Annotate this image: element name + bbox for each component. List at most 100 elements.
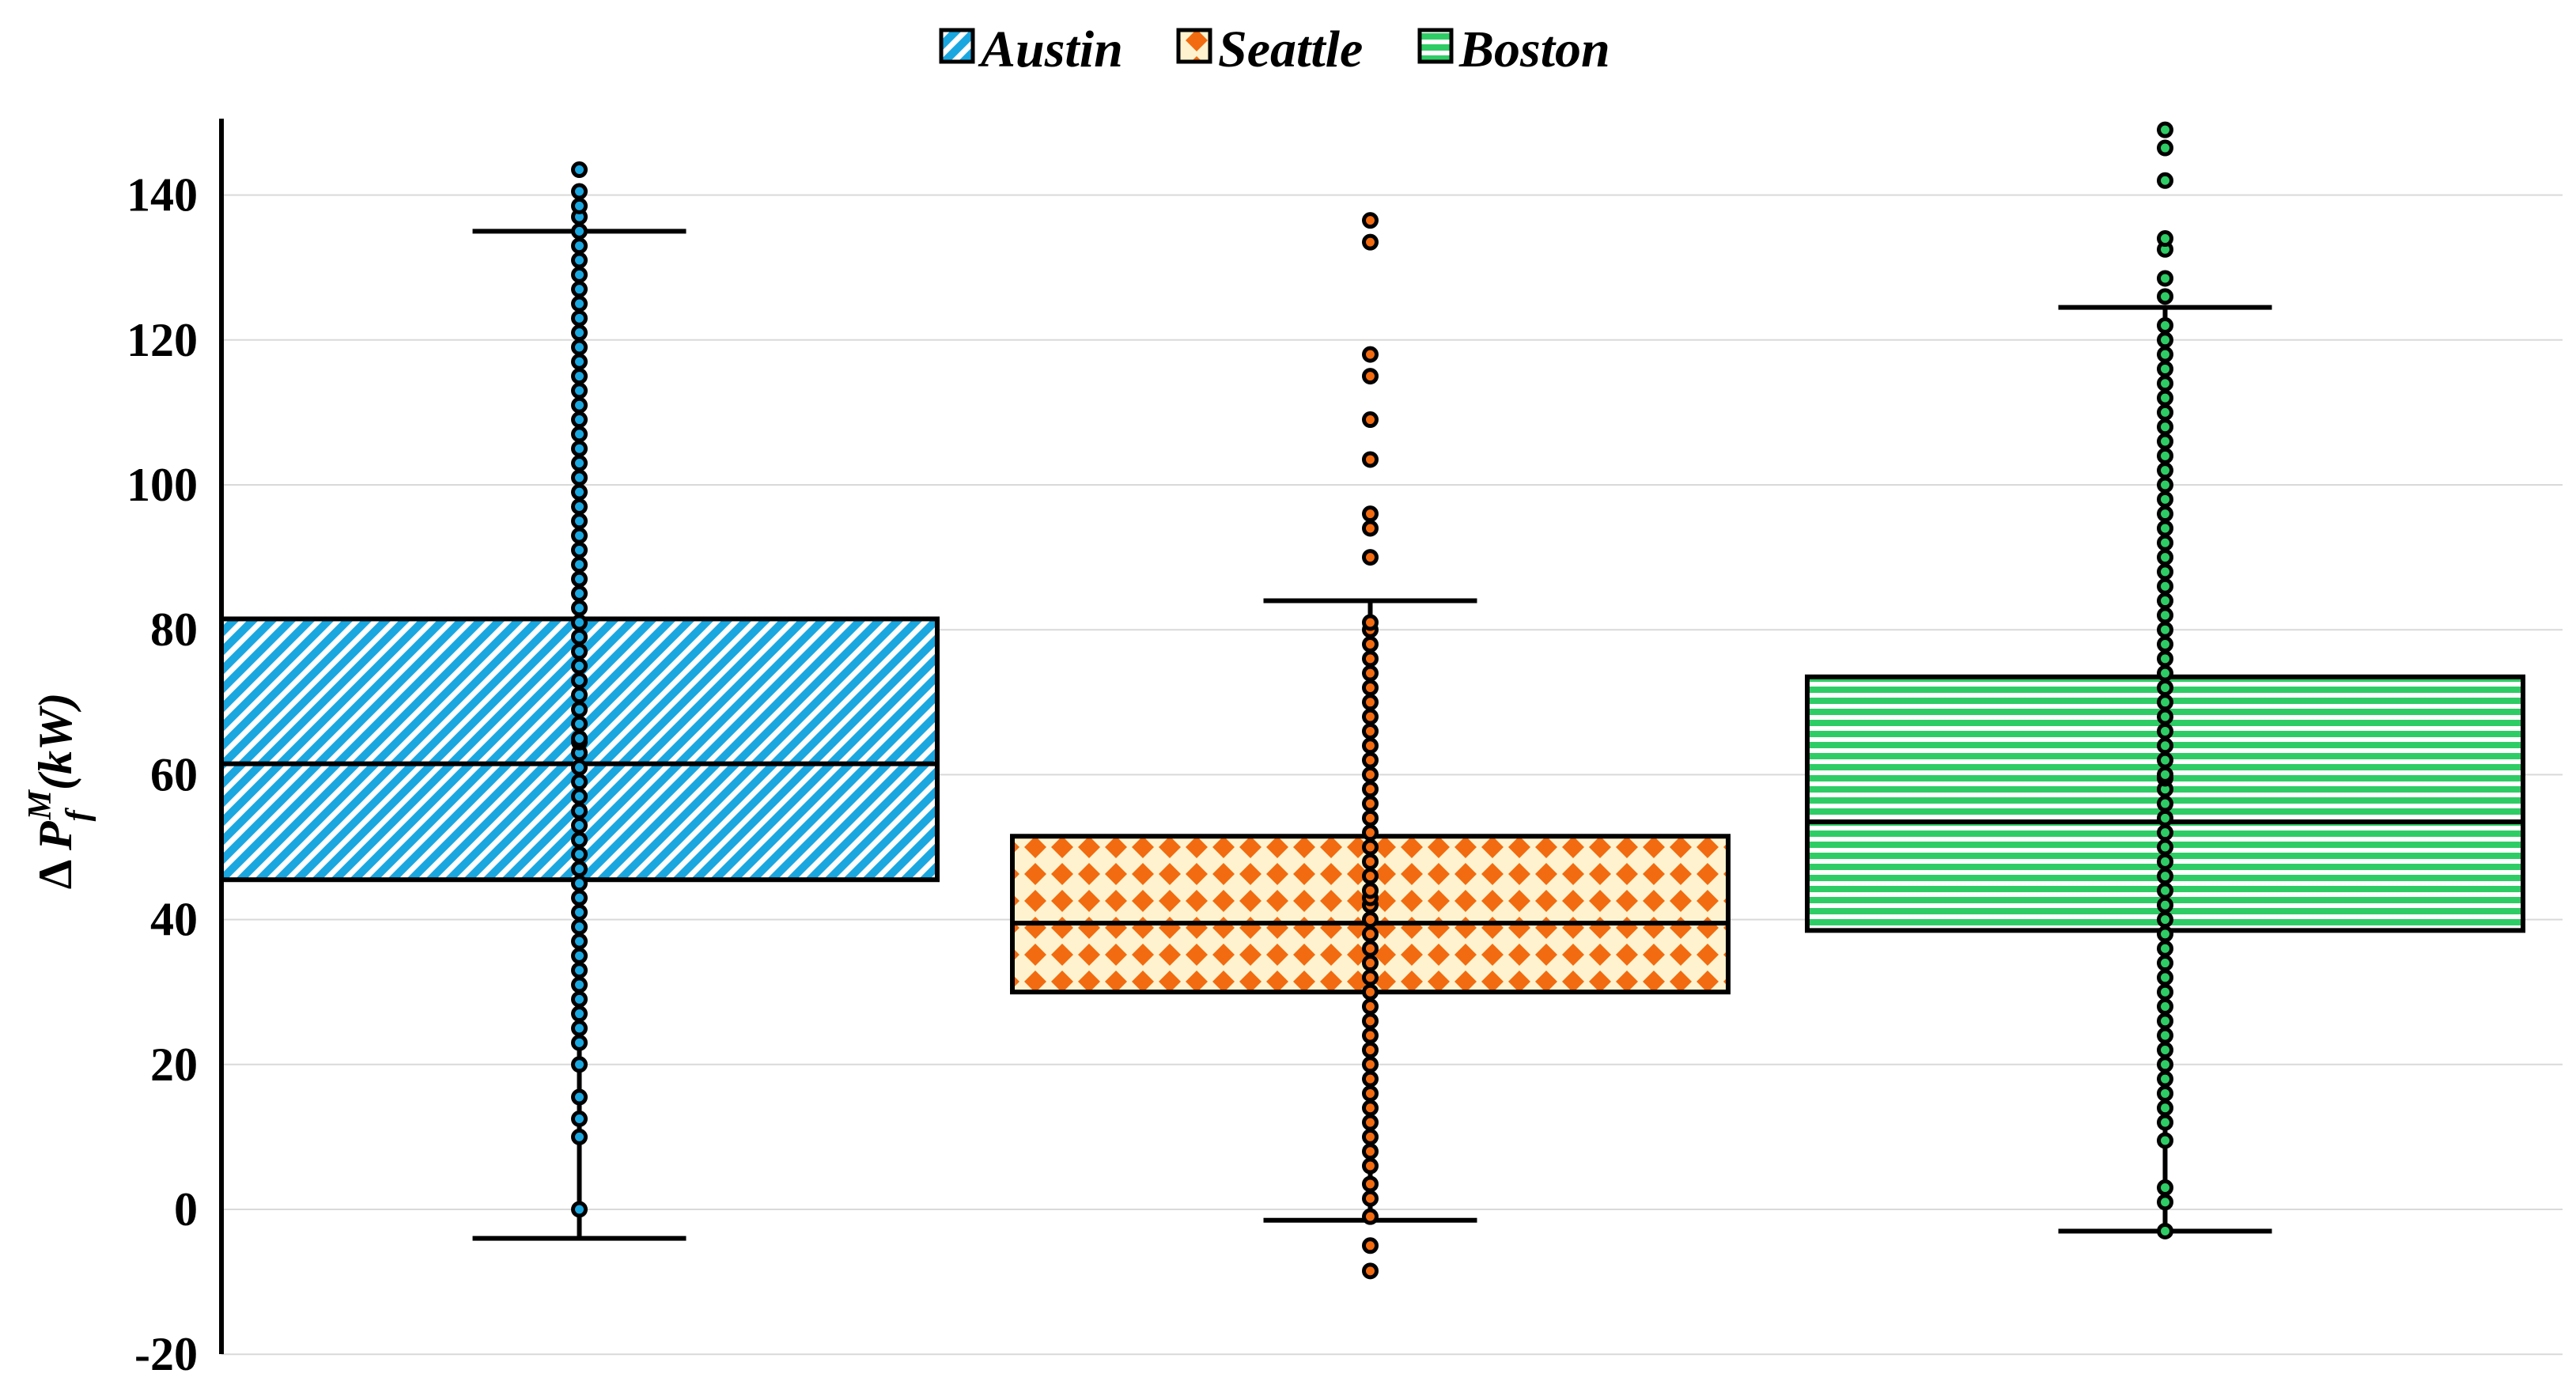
data-point — [2157, 824, 2173, 842]
data-point — [1362, 751, 1379, 769]
legend-item-seattle: Seattle — [1176, 21, 1363, 78]
data-point — [1362, 925, 1379, 943]
data-point — [1362, 1027, 1379, 1044]
y-tick-label: 140 — [127, 169, 198, 221]
data-point — [571, 1111, 588, 1127]
data-point — [1362, 679, 1379, 696]
data-point — [2157, 1194, 2173, 1211]
data-point — [2157, 520, 2173, 537]
data-point — [2157, 563, 2173, 581]
data-point — [1362, 708, 1379, 725]
data-point — [1362, 1208, 1379, 1225]
data-point — [571, 339, 588, 356]
data-point — [1362, 1237, 1379, 1254]
data-point — [571, 990, 588, 1008]
legend-swatch-seattle — [1176, 28, 1212, 64]
legend-swatch-austin — [939, 28, 975, 64]
data-point — [2157, 838, 2173, 856]
y-tick-label: 40 — [150, 894, 198, 946]
data-point — [1362, 868, 1379, 885]
data-point — [571, 513, 588, 530]
data-point — [1362, 212, 1379, 229]
data-point — [571, 614, 588, 631]
data-point — [1362, 1056, 1379, 1073]
data-point — [1362, 1128, 1379, 1145]
data-point — [1362, 411, 1379, 429]
data-point — [1362, 694, 1379, 711]
data-point — [571, 541, 588, 558]
data-point — [2157, 664, 2173, 682]
data-point — [2157, 1041, 2173, 1058]
data-point — [1362, 1262, 1379, 1280]
data-point — [571, 570, 588, 588]
data-point — [1362, 882, 1379, 899]
data-point — [1362, 368, 1379, 385]
data-point — [571, 918, 588, 936]
data-point — [2157, 795, 2173, 812]
data-point — [2157, 433, 2173, 450]
data-point — [1362, 911, 1379, 929]
data-point — [571, 426, 588, 443]
data-point — [571, 860, 588, 877]
box-austin — [219, 161, 940, 1241]
data-point — [571, 947, 588, 964]
y-axis-label: Δ PfM(kW) — [22, 693, 96, 890]
data-point — [2157, 577, 2173, 595]
data-point — [2157, 1114, 2173, 1131]
data-point — [2157, 940, 2173, 957]
data-point — [571, 962, 588, 979]
data-point — [2157, 270, 2173, 287]
data-point — [1362, 636, 1379, 653]
data-point — [571, 875, 588, 892]
data-point — [1362, 722, 1379, 740]
data-point — [571, 411, 588, 429]
data-point — [571, 817, 588, 834]
data-point — [2157, 389, 2173, 407]
data-point — [2157, 121, 2173, 138]
data-point — [1362, 809, 1379, 827]
data-point — [571, 161, 588, 179]
data-point — [571, 266, 588, 283]
data-point — [571, 237, 588, 255]
data-point — [1362, 1070, 1379, 1088]
data-point — [571, 396, 588, 414]
data-point — [1362, 1175, 1379, 1193]
data-point — [1362, 1099, 1379, 1117]
data-point — [1362, 1012, 1379, 1030]
data-point — [571, 455, 588, 472]
data-point — [2157, 621, 2173, 638]
data-point — [2157, 650, 2173, 668]
data-point — [571, 657, 588, 675]
y-tick-label: 0 — [174, 1183, 198, 1235]
data-point — [2157, 1099, 2173, 1117]
data-point — [571, 1201, 588, 1218]
data-point — [2157, 868, 2173, 885]
data-point — [1362, 838, 1379, 856]
data-point — [571, 324, 588, 342]
data-point — [2157, 955, 2173, 972]
data-point — [571, 1056, 588, 1073]
data-point — [571, 1005, 588, 1023]
y-tick-label: 100 — [127, 459, 198, 511]
data-point — [2157, 896, 2173, 914]
data-point — [571, 687, 588, 704]
data-point — [571, 600, 588, 617]
data-point — [571, 1034, 588, 1051]
data-point — [571, 309, 588, 327]
data-point — [1362, 451, 1379, 468]
data-point — [2157, 1070, 2173, 1088]
data-point — [571, 353, 588, 370]
data-point — [2157, 534, 2173, 551]
data-point — [571, 628, 588, 645]
data-point — [1362, 940, 1379, 957]
data-point — [571, 672, 588, 689]
data-point — [571, 846, 588, 863]
data-point — [571, 197, 588, 214]
data-point — [2157, 694, 2173, 711]
data-point — [2157, 1012, 2173, 1030]
y-tick-label: 20 — [150, 1039, 198, 1091]
data-point — [1362, 664, 1379, 682]
data-point — [2157, 766, 2173, 783]
data-point — [2157, 1222, 2173, 1239]
